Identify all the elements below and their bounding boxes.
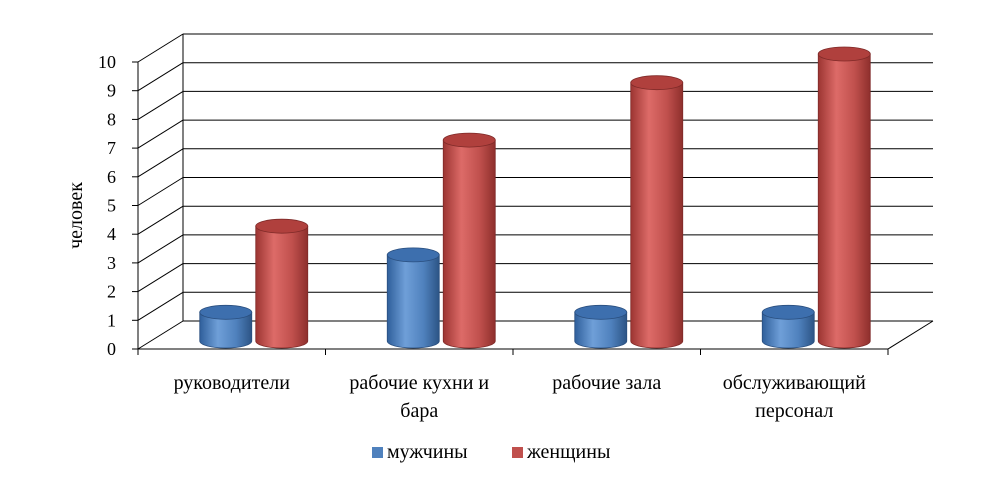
bar-body [817, 53, 871, 349]
bar-women [255, 218, 309, 349]
y-tick-label: 9 [107, 81, 116, 101]
legend-swatch [372, 447, 383, 458]
x-tick-label: руководители [174, 372, 291, 394]
y-tick-label: 0 [107, 339, 116, 359]
bar-top [386, 247, 440, 263]
y-tick-label: 8 [107, 109, 116, 129]
bar-body [442, 139, 496, 349]
y-tick-label: 10 [98, 52, 116, 72]
bar-top [199, 304, 253, 320]
bar-top [255, 218, 309, 234]
floor-right-edge [887, 320, 934, 350]
gridline-side [137, 263, 184, 293]
gridline-side [137, 205, 184, 235]
x-tick-label: обслуживающий [723, 372, 866, 394]
gridline-side [137, 62, 184, 92]
y-tick-label: 2 [107, 282, 116, 302]
x-tick-label: рабочие зала [552, 372, 661, 394]
bar-men [386, 247, 440, 349]
y-tick-label: 6 [107, 167, 116, 187]
bar-top [574, 304, 628, 320]
bar-men [761, 304, 815, 349]
legend-item-men: мужчины [372, 441, 468, 463]
legend-item-women: женщины [512, 441, 610, 463]
bar-body [255, 225, 309, 349]
bar-women [817, 46, 871, 349]
bar-men [199, 304, 253, 349]
bar-top [442, 132, 496, 148]
bar-women [442, 132, 496, 349]
gridline-side [137, 119, 184, 149]
gridline-side [137, 33, 184, 63]
gridline-side [137, 148, 184, 178]
bar-men [574, 304, 628, 349]
bar-top [817, 46, 871, 62]
gridline-side [137, 320, 184, 350]
y-tick-label: 4 [107, 224, 116, 244]
bars-layer [199, 46, 871, 349]
bar-body [199, 311, 253, 349]
bar-top [761, 304, 815, 320]
labels-layer: руководители рабочие кухни и бара рабочие з… [174, 372, 867, 422]
legend-label: женщины [526, 441, 610, 463]
bar-body [630, 82, 684, 349]
y-tick-label: 7 [107, 138, 116, 158]
y-axis-label: человек [65, 182, 87, 249]
x-tick-label: бара [400, 400, 438, 422]
bar-women [630, 75, 684, 349]
gridline-side [137, 90, 184, 120]
bar-body [761, 311, 815, 349]
legend-swatch [512, 447, 523, 458]
x-tick-label: персонал [755, 400, 833, 422]
bar-body [386, 254, 440, 349]
legend-label: мужчины [387, 441, 468, 463]
bar-top [630, 75, 684, 91]
gridline-side [137, 177, 184, 206]
gridline-side [137, 291, 184, 321]
legend: мужчины женщины [372, 441, 610, 463]
y-tick-label: 1 [107, 310, 116, 330]
x-tick-label: рабочие кухни и [349, 372, 489, 394]
y-tick-label: 5 [107, 196, 116, 216]
y-tick-label: 3 [107, 253, 116, 273]
gridline-side [137, 234, 184, 264]
bar-body [574, 311, 628, 349]
